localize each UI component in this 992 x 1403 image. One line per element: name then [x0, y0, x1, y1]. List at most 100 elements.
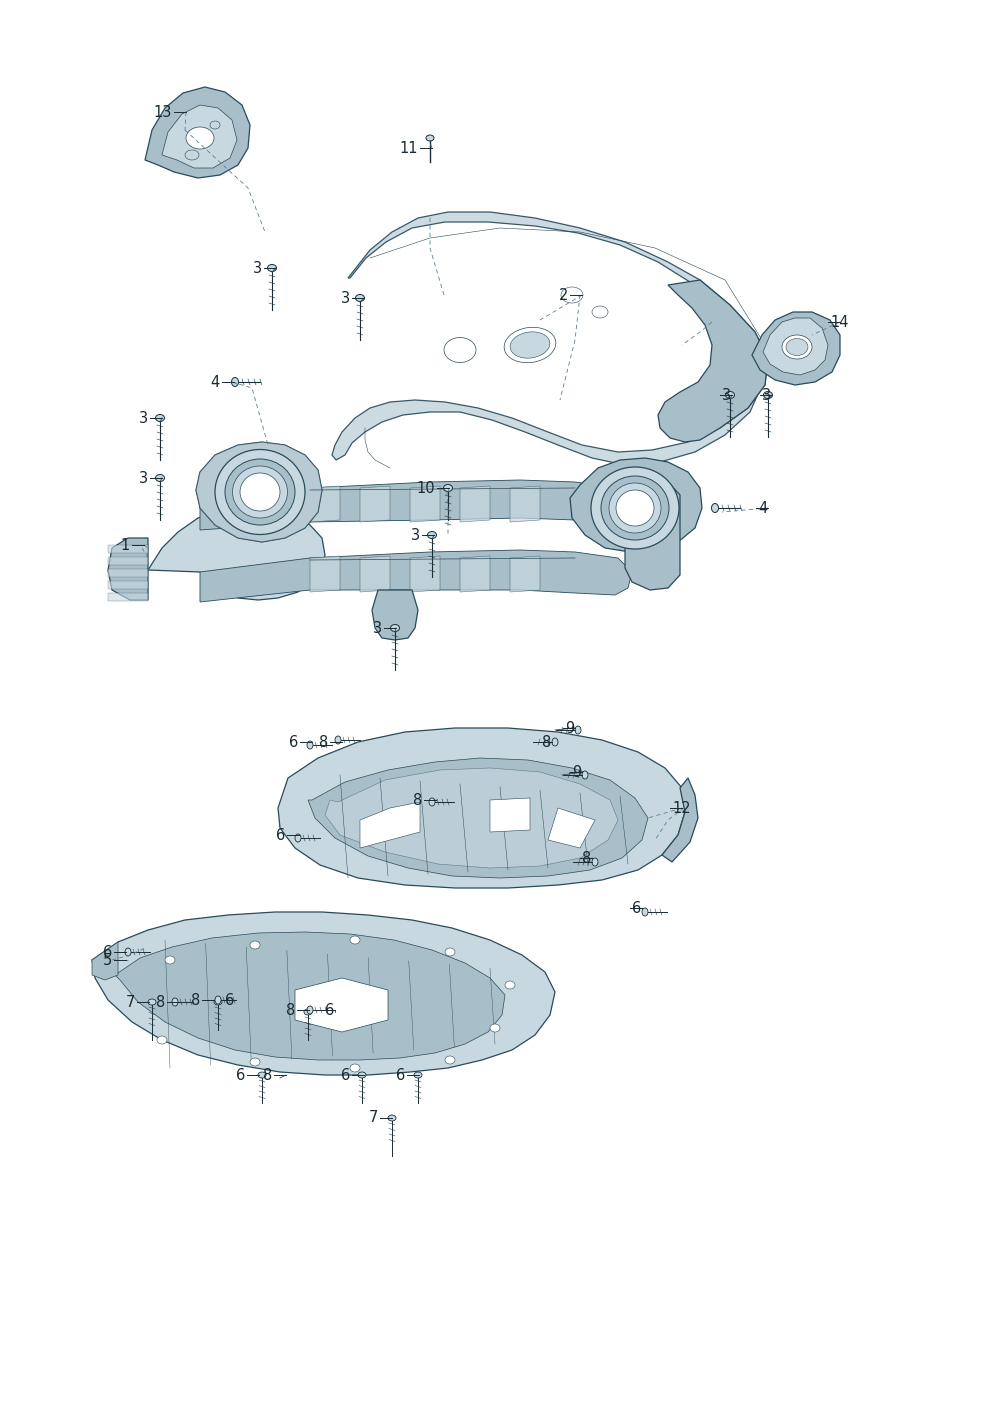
Ellipse shape: [711, 504, 718, 512]
Text: 8: 8: [286, 1003, 295, 1017]
Ellipse shape: [215, 996, 221, 1005]
Ellipse shape: [609, 483, 661, 533]
Ellipse shape: [552, 738, 558, 746]
Text: 7: 7: [369, 1111, 378, 1125]
Ellipse shape: [782, 335, 812, 359]
Polygon shape: [752, 311, 840, 384]
Text: 6: 6: [225, 992, 234, 1007]
Text: 3: 3: [373, 620, 382, 636]
Ellipse shape: [295, 833, 301, 842]
Ellipse shape: [148, 999, 156, 1005]
Polygon shape: [196, 442, 322, 542]
Text: 3: 3: [341, 290, 350, 306]
Ellipse shape: [561, 288, 583, 303]
Ellipse shape: [225, 459, 295, 525]
Ellipse shape: [414, 1072, 422, 1078]
Polygon shape: [108, 570, 148, 577]
Text: 3: 3: [139, 470, 148, 485]
Ellipse shape: [268, 265, 277, 272]
Polygon shape: [200, 480, 632, 530]
Polygon shape: [360, 556, 390, 592]
Polygon shape: [460, 485, 490, 522]
Ellipse shape: [355, 295, 364, 302]
Ellipse shape: [582, 772, 588, 779]
Ellipse shape: [304, 1009, 312, 1014]
Text: 8: 8: [318, 735, 328, 749]
Polygon shape: [625, 480, 680, 591]
Polygon shape: [332, 212, 768, 464]
Ellipse shape: [616, 490, 654, 526]
Ellipse shape: [240, 473, 280, 511]
Ellipse shape: [388, 1115, 396, 1121]
Ellipse shape: [490, 1024, 500, 1033]
Polygon shape: [360, 803, 420, 847]
Ellipse shape: [350, 936, 360, 944]
Polygon shape: [658, 281, 768, 442]
Polygon shape: [108, 537, 148, 600]
Polygon shape: [763, 318, 828, 375]
Polygon shape: [372, 591, 418, 640]
Text: 11: 11: [400, 140, 418, 156]
Ellipse shape: [642, 908, 648, 916]
Text: 3: 3: [762, 387, 771, 403]
Ellipse shape: [165, 955, 175, 964]
Polygon shape: [325, 767, 618, 868]
Polygon shape: [108, 581, 148, 589]
Text: 1: 1: [121, 537, 130, 553]
Ellipse shape: [505, 981, 515, 989]
Ellipse shape: [592, 306, 608, 318]
Ellipse shape: [231, 377, 238, 386]
Text: 14: 14: [830, 314, 848, 330]
Polygon shape: [92, 912, 555, 1075]
Polygon shape: [490, 798, 530, 832]
Ellipse shape: [232, 466, 288, 518]
Ellipse shape: [250, 941, 260, 948]
Ellipse shape: [156, 474, 165, 481]
Ellipse shape: [307, 1006, 313, 1014]
Polygon shape: [108, 593, 148, 600]
Text: 3: 3: [253, 261, 262, 275]
Polygon shape: [460, 556, 490, 592]
Polygon shape: [308, 758, 648, 878]
Ellipse shape: [172, 998, 178, 1006]
Polygon shape: [148, 508, 325, 600]
Ellipse shape: [125, 948, 131, 955]
Text: 3: 3: [722, 387, 731, 403]
Ellipse shape: [335, 737, 341, 744]
Ellipse shape: [185, 150, 199, 160]
Polygon shape: [360, 485, 390, 522]
Text: 6: 6: [396, 1068, 405, 1083]
Text: 6: 6: [289, 735, 298, 749]
Text: 8: 8: [542, 735, 552, 749]
Ellipse shape: [445, 1056, 455, 1063]
Text: 6: 6: [236, 1068, 245, 1083]
Polygon shape: [145, 87, 250, 178]
Ellipse shape: [156, 414, 165, 421]
Polygon shape: [92, 941, 118, 981]
Ellipse shape: [350, 1063, 360, 1072]
Ellipse shape: [307, 741, 313, 749]
Ellipse shape: [443, 484, 452, 491]
Text: 4: 4: [210, 375, 220, 390]
Polygon shape: [310, 485, 340, 522]
Text: 6: 6: [340, 1068, 350, 1083]
Text: 9: 9: [565, 721, 574, 735]
Text: 6: 6: [632, 901, 641, 916]
Polygon shape: [570, 457, 702, 551]
Polygon shape: [162, 105, 237, 168]
Ellipse shape: [725, 391, 734, 398]
Ellipse shape: [214, 999, 222, 1005]
Ellipse shape: [391, 624, 400, 631]
Text: 2: 2: [558, 288, 568, 303]
Polygon shape: [410, 485, 440, 522]
Polygon shape: [196, 442, 322, 542]
Ellipse shape: [575, 725, 581, 734]
Text: 3: 3: [139, 411, 148, 425]
Ellipse shape: [592, 859, 598, 866]
Text: 13: 13: [154, 104, 172, 119]
Text: 5: 5: [103, 953, 112, 968]
Text: 4: 4: [758, 501, 767, 515]
Ellipse shape: [428, 532, 436, 539]
Polygon shape: [310, 556, 340, 592]
Polygon shape: [278, 728, 685, 888]
